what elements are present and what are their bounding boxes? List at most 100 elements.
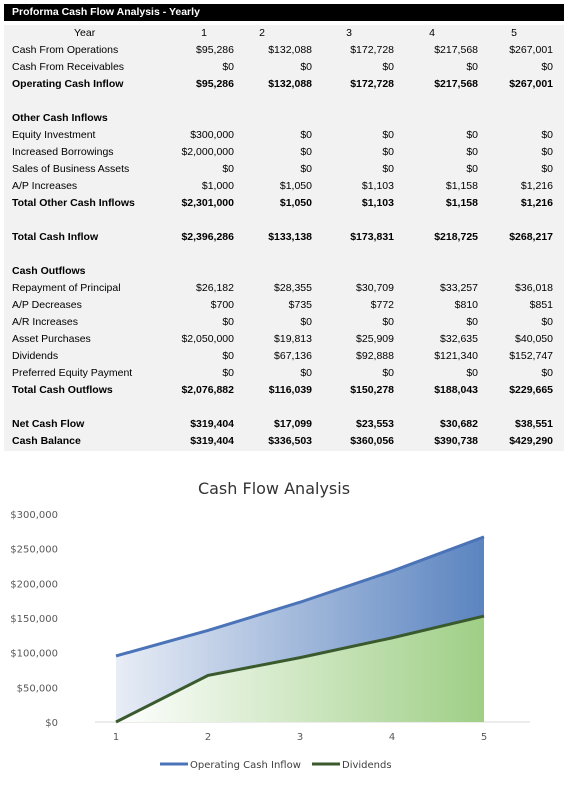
row-value: $1,050 [279, 180, 312, 192]
row-value: $30,682 [440, 418, 478, 430]
row-value: $851 [529, 299, 553, 311]
row-value: $33,257 [440, 282, 478, 294]
row-value: $40,050 [515, 333, 553, 345]
row-spacer-3 [4, 246, 564, 263]
row-value: $360,056 [350, 435, 394, 447]
row-value: $0 [541, 163, 553, 175]
row-label: Cash From Operations [12, 44, 119, 56]
row-value: $267,001 [509, 44, 553, 56]
row-value: $25,909 [356, 333, 394, 345]
row-value: $121,340 [434, 350, 478, 362]
row-value: $133,138 [268, 231, 312, 243]
row-value: $0 [300, 163, 312, 175]
row-total-other-cash-inflows: Total Other Cash Inflows $2,301,000 $1,050… [4, 195, 564, 212]
row-value: $172,728 [350, 78, 394, 90]
row-value: $19,813 [274, 333, 312, 345]
row-value: $429,290 [509, 435, 553, 447]
row-value: $267,001 [509, 78, 553, 90]
row-value: $0 [466, 61, 478, 73]
row-sales-of-business-assets: Sales of Business Assets $0 $0 $0 $0 $0 [4, 161, 564, 178]
row-value: $1,103 [361, 197, 394, 209]
row-value: $116,039 [268, 384, 312, 396]
chart-legend: Operating Cash Inflow Dividends [160, 760, 392, 771]
row-other-cash-inflows-heading: Other Cash Inflows [4, 110, 564, 127]
year-header-1: 1 [201, 27, 207, 39]
row-value: $0 [541, 129, 553, 141]
row-ar-increases: A/R Increases $0 $0 $0 $0 $0 [4, 314, 564, 331]
y-tick-label: $100,000 [10, 649, 58, 660]
y-tick-label: $200,000 [10, 579, 58, 590]
year-header-5: 5 [511, 27, 517, 39]
row-value: $132,088 [268, 44, 312, 56]
year-header-2: 2 [259, 27, 265, 39]
row-value: $0 [382, 367, 394, 379]
row-value: $218,725 [434, 231, 478, 243]
row-total-cash-outflows: Total Cash Outflows $2,076,882 $116,039 $15… [4, 382, 564, 399]
legend-label: Operating Cash Inflow [190, 760, 301, 771]
row-value: $1,103 [361, 180, 394, 192]
row-label: A/P Decreases [12, 299, 82, 311]
row-ap-decreases: A/P Decreases $700 $735 $772 $810 $851 [4, 297, 564, 314]
row-value: $17,099 [274, 418, 312, 430]
row-value: $2,000,000 [181, 146, 234, 158]
row-label: Preferred Equity Payment [12, 367, 133, 379]
row-value: $132,088 [268, 78, 312, 90]
row-value: $26,182 [196, 282, 234, 294]
row-label: Dividends [12, 350, 59, 362]
y-tick-label: $50,000 [17, 683, 58, 694]
x-tick-label: 2 [205, 732, 211, 743]
row-value: $0 [541, 61, 553, 73]
area-dividends [116, 616, 484, 722]
row-label: Other Cash Inflows [12, 112, 108, 124]
year-header-3: 3 [346, 27, 352, 39]
row-value: $95,286 [196, 44, 234, 56]
row-label: Repayment of Principal [12, 282, 121, 294]
row-value: $0 [300, 367, 312, 379]
row-preferred-equity-payment: Preferred Equity Payment $0 $0 $0 $0 $0 [4, 365, 564, 382]
row-ap-increases: A/P Increases $1,000 $1,050 $1,103 $1,158 $1,… [4, 178, 564, 195]
row-value: $1,216 [520, 180, 553, 192]
row-total-cash-inflow: Total Cash Inflow $2,396,286 $133,138 $173,… [4, 229, 564, 246]
row-label: Asset Purchases [12, 333, 91, 345]
row-cash-from-operations: Cash From Operations $95,286 $132,088 $172,… [4, 42, 564, 59]
row-value: $0 [300, 146, 312, 158]
row-value: $319,404 [190, 418, 234, 430]
row-value: $2,076,882 [181, 384, 234, 396]
row-value: $23,553 [356, 418, 394, 430]
row-value: $0 [466, 367, 478, 379]
y-tick-label: $0 [45, 718, 58, 729]
row-value: $38,551 [515, 418, 553, 430]
row-value: $300,000 [190, 129, 234, 141]
row-value: $735 [288, 299, 312, 311]
line-dividends [115, 614, 485, 724]
row-value: $268,217 [509, 231, 553, 243]
row-value: $152,747 [509, 350, 553, 362]
row-asset-purchases: Asset Purchases $2,050,000 $19,813 $25,909 $… [4, 331, 564, 348]
row-value: $2,050,000 [181, 333, 234, 345]
row-value: $0 [382, 163, 394, 175]
row-value: $2,396,286 [181, 231, 234, 243]
row-cash-from-receivables: Cash From Receivables $0 $0 $0 $0 $0 [4, 59, 564, 76]
legend-label: Dividends [342, 760, 392, 771]
row-value: $390,738 [434, 435, 478, 447]
row-value: $0 [466, 163, 478, 175]
row-label: A/P Increases [12, 180, 78, 192]
row-value: $188,043 [434, 384, 478, 396]
row-value: $0 [222, 350, 234, 362]
row-value: $700 [210, 299, 234, 311]
row-operating-cash-inflow: Operating Cash Inflow $95,286 $132,088 $172… [4, 76, 564, 93]
x-tick-label: 4 [389, 732, 395, 743]
row-value: $2,301,000 [181, 197, 234, 209]
row-value: $92,888 [356, 350, 394, 362]
row-value: $319,404 [190, 435, 234, 447]
row-label: A/R Increases [12, 316, 78, 328]
row-increased-borrowings: Increased Borrowings $2,000,000 $0 $0 $0 $0 [4, 144, 564, 161]
row-label: Total Cash Inflow [12, 231, 99, 243]
row-value: $0 [222, 316, 234, 328]
row-value: $0 [300, 61, 312, 73]
row-value: $1,158 [445, 180, 478, 192]
year-header-row: Year 1 2 3 4 5 [4, 25, 564, 42]
row-value: $28,355 [274, 282, 312, 294]
cash-flow-chart: Cash Flow Analysis $0 $50,000 $100,000 $150… [0, 458, 568, 794]
row-value: $229,665 [509, 384, 553, 396]
